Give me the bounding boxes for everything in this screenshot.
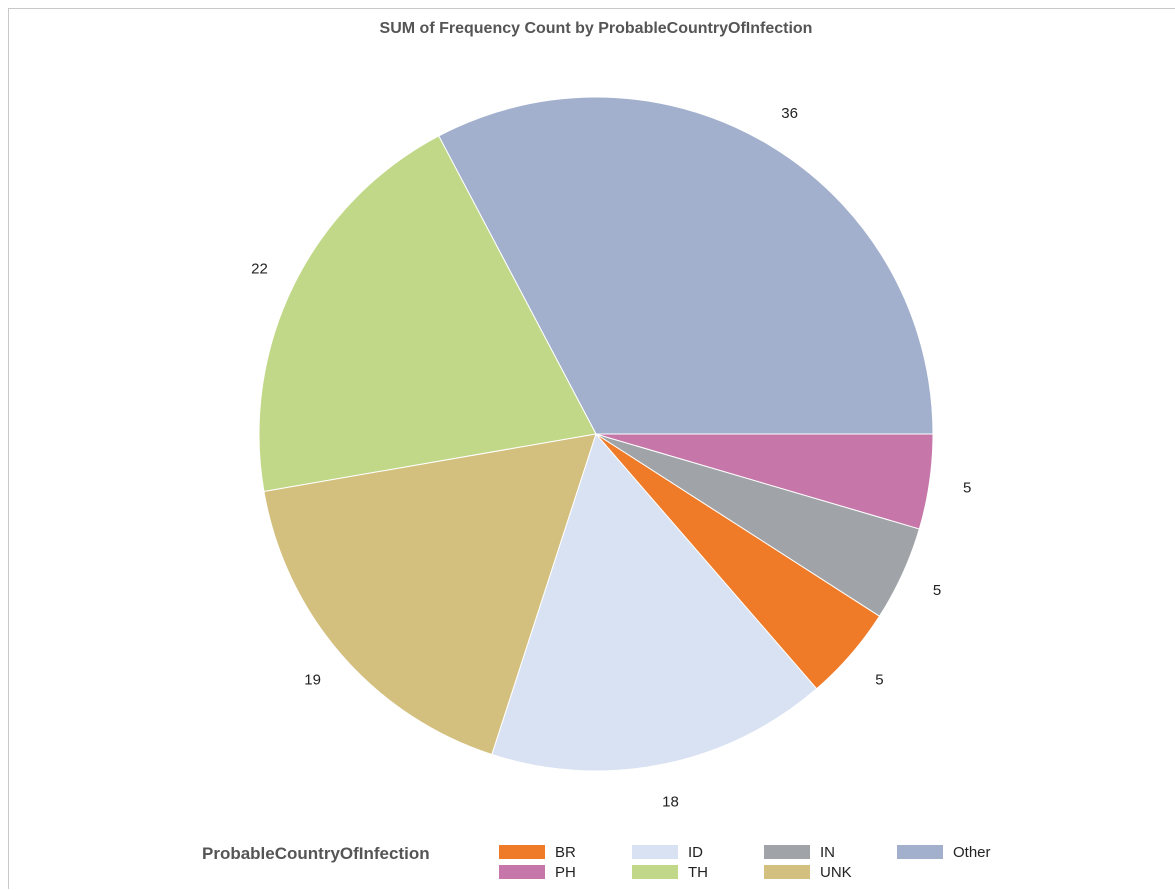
data-label-br: 5 [875,672,883,689]
legend-swatch-other [897,845,943,859]
data-label-other: 36 [781,105,798,122]
legend-swatch-in [764,845,810,859]
legend-label-unk: UNK [820,864,852,881]
pie-slice-unk[interactable] [263,433,597,756]
legend-title: ProbableCountryOfInfection [202,844,430,863]
pie-slice-ph[interactable] [595,433,934,530]
pie-slices [258,96,934,772]
data-label-id: 18 [662,794,679,811]
legend-swatch-id [632,845,678,859]
pie-slice-other[interactable] [438,96,934,435]
pie-slice-th[interactable] [258,135,597,493]
legend-label-other: Other [953,844,991,861]
legend-swatch-unk [764,865,810,879]
legend-swatch-br [499,845,545,859]
legend-label-br: BR [555,844,576,861]
data-label-ph: 5 [963,479,971,496]
data-label-in: 5 [933,582,941,599]
legend-label-th: TH [688,864,708,881]
legend-label-id: ID [688,844,703,861]
legend-label-in: IN [820,844,835,861]
chart-frame: SUM of Frequency Count by ProbableCountr… [8,8,1175,889]
legend-label-ph: PH [555,864,576,881]
legend-swatch-th [632,865,678,879]
legend: ProbableCountryOfInfection BR PH ID TH IN UNK… [202,844,991,881]
data-label-unk: 19 [304,672,321,689]
pie-chart: SUM of Frequency Count by ProbableCountr… [202,20,991,881]
legend-swatch-ph [499,865,545,879]
pie-slice-id[interactable] [491,433,818,772]
data-labels: 36 22 19 18 5 5 5 [251,105,971,811]
data-label-th: 22 [251,261,268,278]
chart-title: SUM of Frequency Count by ProbableCountr… [380,20,813,37]
